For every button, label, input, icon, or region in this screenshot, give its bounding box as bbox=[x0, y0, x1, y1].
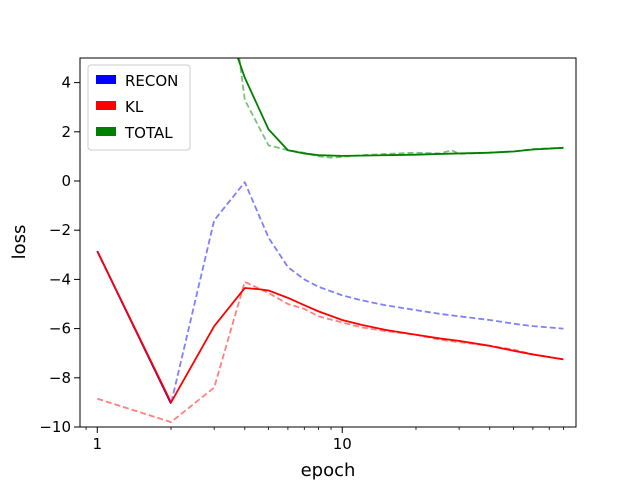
legend-label-kl: KL bbox=[125, 98, 144, 116]
x-axis-label: epoch bbox=[301, 460, 356, 480]
plot-frame bbox=[79, 57, 577, 428]
x-tick-label: 10 bbox=[333, 435, 352, 453]
series-layer bbox=[96, 58, 564, 423]
x-axis: 1 10 bbox=[85, 427, 564, 453]
y-tick-label: −2 bbox=[49, 221, 71, 239]
y-tick-label: −4 bbox=[49, 270, 71, 288]
legend-label-recon: RECON bbox=[125, 72, 178, 90]
series-line-total-smooth bbox=[237, 58, 564, 157]
y-tick-label: 2 bbox=[61, 123, 71, 141]
legend-swatch-recon bbox=[96, 75, 116, 84]
legend: RECON KL TOTAL bbox=[87, 64, 191, 151]
y-tick-label: −8 bbox=[49, 369, 71, 387]
legend-label-total: TOTAL bbox=[124, 124, 173, 142]
y-tick-label: −10 bbox=[39, 418, 71, 436]
series-line-recon bbox=[96, 181, 564, 405]
y-tick-label: 4 bbox=[61, 74, 71, 92]
legend-swatch-total bbox=[96, 127, 116, 136]
x-tick-label: 1 bbox=[93, 435, 103, 453]
y-axis-label: loss bbox=[9, 225, 30, 260]
y-tick-label: −6 bbox=[49, 320, 71, 338]
y-axis: −10 −8 −6 −4 −2 0 2 4 bbox=[39, 74, 80, 436]
series-line-kl-smooth bbox=[96, 250, 564, 404]
legend-swatch-kl bbox=[96, 101, 116, 110]
y-tick-label: 0 bbox=[61, 172, 71, 190]
